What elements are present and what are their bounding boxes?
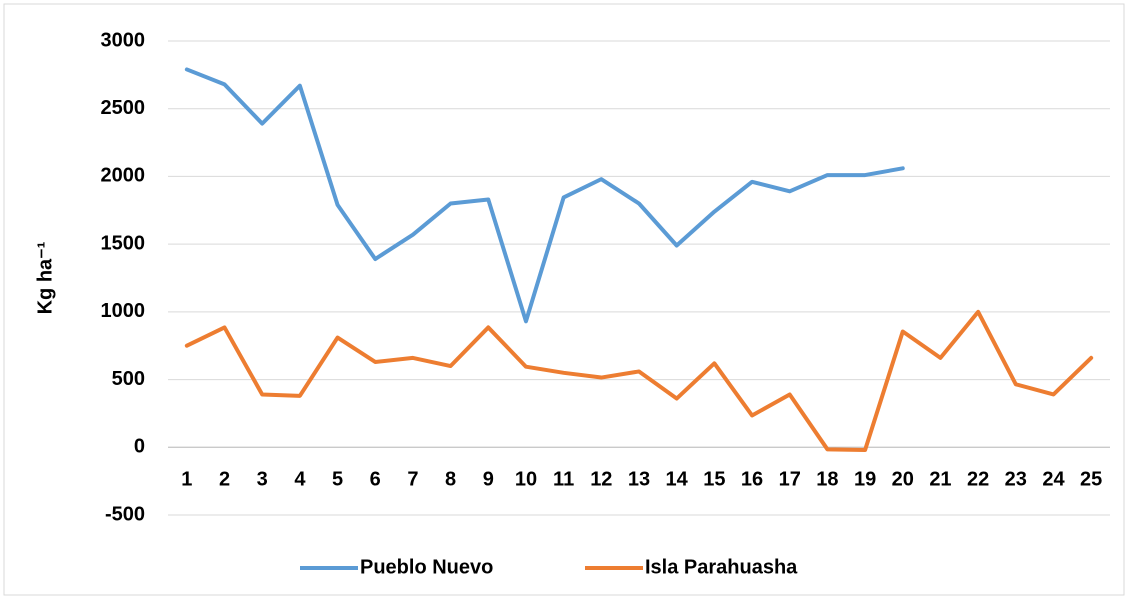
- y-tick-label: 3000: [101, 29, 146, 51]
- x-tick-label: 15: [703, 469, 725, 491]
- x-tick-label: 6: [370, 469, 381, 491]
- x-tick-label: 24: [1042, 469, 1065, 491]
- y-tick-label: 2500: [101, 97, 146, 119]
- x-tick-label: 23: [1005, 469, 1027, 491]
- series-line: [184, 67, 905, 324]
- x-tick-label: 4: [294, 469, 306, 491]
- x-tick-label: 17: [779, 469, 801, 491]
- y-tick-label: 1000: [101, 300, 146, 322]
- x-tick-label: 3: [257, 469, 268, 491]
- y-tick-label: -500: [105, 503, 145, 525]
- x-tick-label: 1: [181, 469, 192, 491]
- x-tick-label: 21: [929, 469, 951, 491]
- x-tick-label: 14: [666, 469, 689, 491]
- x-tick-label: 5: [332, 469, 343, 491]
- y-tick-label: 500: [112, 368, 145, 390]
- x-tick-label: 8: [445, 469, 456, 491]
- x-tick-label: 19: [854, 469, 876, 491]
- y-axis-label: Kg ha⁻¹: [34, 241, 56, 314]
- x-tick-label: 2: [219, 469, 230, 491]
- x-tick-label: 10: [515, 469, 537, 491]
- y-tick-label: 0: [134, 436, 145, 458]
- y-tick-label: 1500: [101, 232, 146, 254]
- x-tick-label: 20: [892, 469, 914, 491]
- series-line: [184, 309, 1094, 452]
- x-tick-label: 25: [1080, 469, 1102, 491]
- x-tick-label: 13: [628, 469, 650, 491]
- x-tick-label: 12: [590, 469, 612, 491]
- chart-frame: [3, 3, 1125, 596]
- x-tick-label: 11: [553, 469, 574, 491]
- x-tick-label: 7: [407, 469, 418, 491]
- x-tick-label: 9: [483, 469, 494, 491]
- legend-label: Pueblo Nuevo: [360, 556, 493, 578]
- x-tick-label: 16: [741, 469, 763, 491]
- x-tick-label: 18: [816, 469, 838, 491]
- y-tick-label: 2000: [101, 165, 146, 187]
- legend-label: Isla Parahuasha: [645, 556, 798, 578]
- x-tick-label: 22: [967, 469, 989, 491]
